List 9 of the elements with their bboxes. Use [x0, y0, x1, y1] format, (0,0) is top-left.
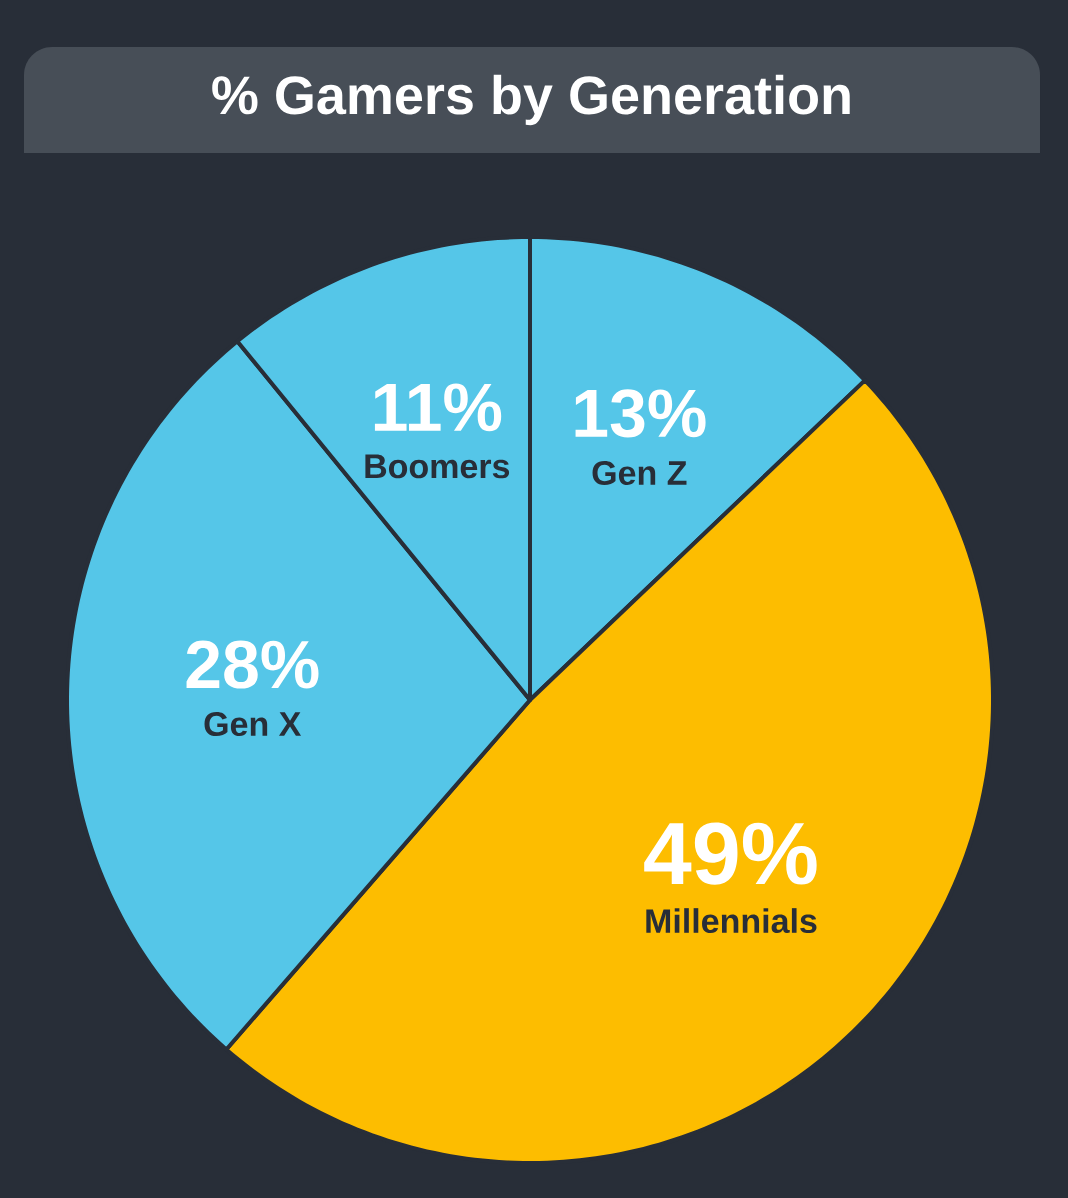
data-label: 13%: [575, 389, 706, 438]
data-label: 49%: [644, 822, 817, 885]
data-label: 11%: [374, 383, 502, 432]
slice-label: Boomers: [365, 454, 510, 479]
data-label: 28%: [186, 640, 319, 689]
slice-label: Millennials: [646, 908, 817, 934]
slice-label: Gen X: [204, 712, 302, 737]
slice-label: Gen Z: [592, 460, 687, 486]
chart-title: % Gamers by Generation: [212, 74, 850, 126]
